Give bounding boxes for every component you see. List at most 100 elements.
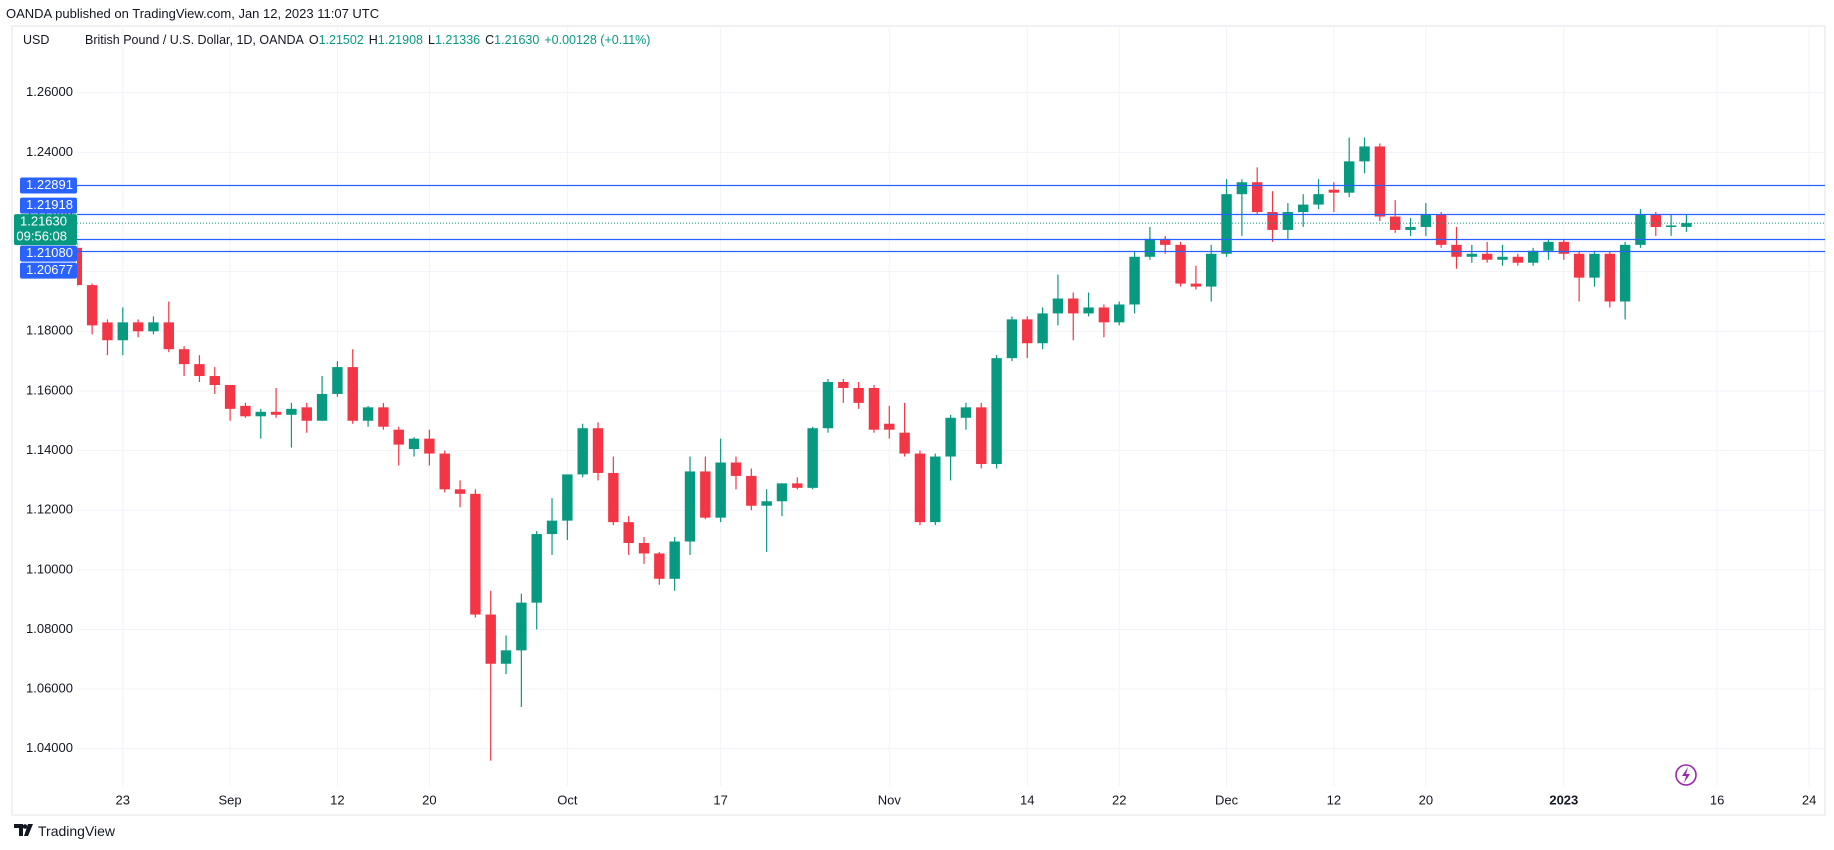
price-line-label-bg xyxy=(20,177,77,194)
x-tick-label: 20 xyxy=(422,792,436,807)
price-change: +0.00128 (+0.11%) xyxy=(544,33,651,47)
candle-body xyxy=(1435,215,1447,245)
candle-body xyxy=(1359,146,1370,162)
candle-body xyxy=(792,483,803,488)
candle-body xyxy=(868,387,880,430)
candle-body xyxy=(1083,307,1094,314)
ohlc-value: 1.21908 xyxy=(377,33,423,47)
candle-body xyxy=(1313,194,1324,205)
candle-body xyxy=(1573,253,1585,278)
candle-body xyxy=(1558,241,1570,254)
price-line-label: 1.22891 xyxy=(26,177,73,192)
publish-header: OANDA published on TradingView.com, Jan … xyxy=(6,6,380,21)
candle-body xyxy=(1037,313,1048,344)
symbol-title: British Pound / U.S. Dollar, 1D, OANDA xyxy=(85,33,304,47)
ohlc-value: 1.21502 xyxy=(318,33,364,47)
x-tick-label: 22 xyxy=(1112,792,1126,807)
footer-brand: TradingView xyxy=(38,823,116,839)
candle-body xyxy=(1604,253,1616,302)
candle-body xyxy=(1466,253,1478,257)
x-tick-label: 23 xyxy=(116,792,130,807)
candle-body xyxy=(148,322,159,332)
chart-border xyxy=(11,25,1826,816)
candle-body xyxy=(1527,250,1539,263)
x-tick-label: Oct xyxy=(557,792,578,807)
candle-body xyxy=(1129,256,1140,305)
ohlc-key: O xyxy=(308,33,319,47)
last-price-label: 1.21630 xyxy=(20,214,67,229)
candle-body xyxy=(807,428,818,488)
candle-body xyxy=(669,541,680,579)
ohlc-key: C xyxy=(485,33,495,47)
ohlc-key: H xyxy=(368,33,378,47)
candle-body xyxy=(347,367,358,421)
candle-body xyxy=(960,407,972,418)
candle-body xyxy=(117,322,129,341)
price-line-label: 1.21918 xyxy=(26,197,73,212)
candle-body xyxy=(1343,161,1355,193)
candle-body xyxy=(700,471,711,518)
candle-body xyxy=(623,522,634,544)
x-tick-label: 16 xyxy=(1710,792,1724,807)
candle-body xyxy=(822,381,834,429)
candle-body xyxy=(454,489,466,494)
candle-body xyxy=(761,501,772,506)
x-tick-label: Nov xyxy=(878,792,902,807)
candle-body xyxy=(1160,238,1171,245)
candle-body xyxy=(1068,298,1079,314)
candle-body xyxy=(1497,256,1508,260)
x-tick-label: 20 xyxy=(1419,792,1433,807)
price-labels: 1.22891 1.21918 1.21080 1.20677 1.2163009:56… xyxy=(14,177,77,279)
candle-body xyxy=(838,381,849,388)
candle-body xyxy=(1650,215,1662,227)
candle-body xyxy=(684,471,696,542)
candle-body xyxy=(562,474,573,521)
y-tick-label: 1.14000 xyxy=(26,442,73,457)
candle-body xyxy=(1221,194,1232,254)
candle-body xyxy=(1665,225,1677,227)
y-tick-label: 1.10000 xyxy=(26,561,73,576)
candle-body xyxy=(1635,215,1646,245)
last-price-label-bg xyxy=(14,214,77,246)
candle-body xyxy=(86,285,98,326)
alert-icon[interactable] xyxy=(1675,764,1697,786)
candle-body xyxy=(1267,212,1278,230)
candle-body xyxy=(1389,216,1401,230)
candle-body xyxy=(316,393,328,421)
candle-body xyxy=(1206,253,1217,287)
candle-body xyxy=(730,462,742,476)
candle-body xyxy=(77,247,83,286)
x-tick-label: Sep xyxy=(219,792,242,807)
x-tick-label: Dec xyxy=(1215,792,1239,807)
candle-body xyxy=(531,534,542,603)
candle-body xyxy=(608,472,619,523)
candle-body xyxy=(270,411,282,415)
price-line-label: 1.20677 xyxy=(26,262,73,277)
logo xyxy=(14,824,33,836)
candle-body xyxy=(516,602,527,651)
candle-body xyxy=(1405,226,1416,230)
ohlc-value: 1.21630 xyxy=(494,33,540,47)
candle-body xyxy=(1328,189,1340,193)
y-tick-label: 1.04000 xyxy=(26,740,73,755)
candle-body xyxy=(132,322,144,332)
currency-label: USD xyxy=(23,33,50,47)
candle-body xyxy=(976,407,987,464)
candle-body xyxy=(592,428,604,473)
candle-body xyxy=(1420,215,1432,227)
candle-body xyxy=(393,429,404,445)
candle-body xyxy=(301,407,312,421)
candle-body xyxy=(378,407,389,427)
symbol-line: British Pound / U.S. Dollar, 1D, OANDA O1… xyxy=(85,33,650,47)
candle-body xyxy=(546,520,558,535)
price-line-label-bg xyxy=(20,197,77,214)
candle-body xyxy=(1681,223,1692,227)
candle-body xyxy=(240,405,251,417)
candle-body xyxy=(1251,182,1263,213)
candle-body xyxy=(1144,238,1156,257)
candle-body xyxy=(1114,304,1125,323)
candle-body xyxy=(194,364,205,377)
candle-body xyxy=(163,322,174,350)
symbol-legend: USD British Pound / U.S. Dollar, 1D, OAN… xyxy=(23,33,650,47)
